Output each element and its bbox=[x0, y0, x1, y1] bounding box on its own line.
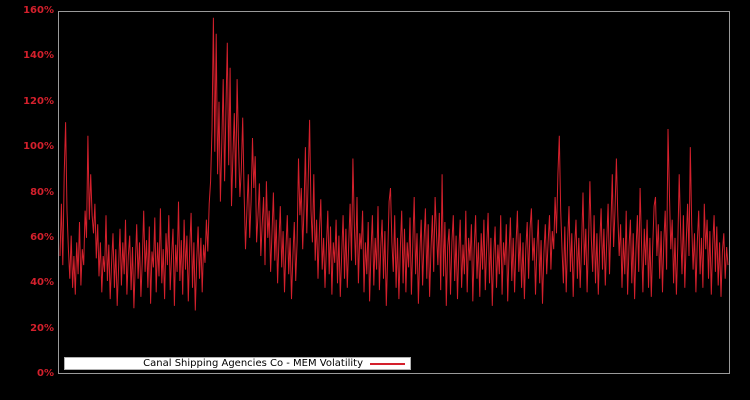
y-tick-label: 40% bbox=[30, 277, 54, 289]
y-tick-label: 60% bbox=[30, 231, 54, 243]
y-tick-label: 0% bbox=[37, 368, 54, 379]
y-tick-label: 80% bbox=[30, 186, 54, 198]
volatility-series-line bbox=[59, 17, 729, 311]
legend: Canal Shipping Agencies Co - MEM Volatil… bbox=[64, 357, 411, 370]
y-tick-label: 140% bbox=[23, 50, 54, 62]
y-tick-label: 160% bbox=[23, 5, 54, 16]
y-tick-label: 120% bbox=[23, 95, 54, 107]
y-tick-label: 20% bbox=[30, 322, 54, 334]
y-tick-label: 100% bbox=[23, 141, 54, 153]
volatility-line-chart bbox=[59, 17, 729, 311]
legend-line-sample bbox=[370, 362, 405, 365]
legend-label: Canal Shipping Agencies Co - MEM Volatil… bbox=[143, 357, 363, 369]
